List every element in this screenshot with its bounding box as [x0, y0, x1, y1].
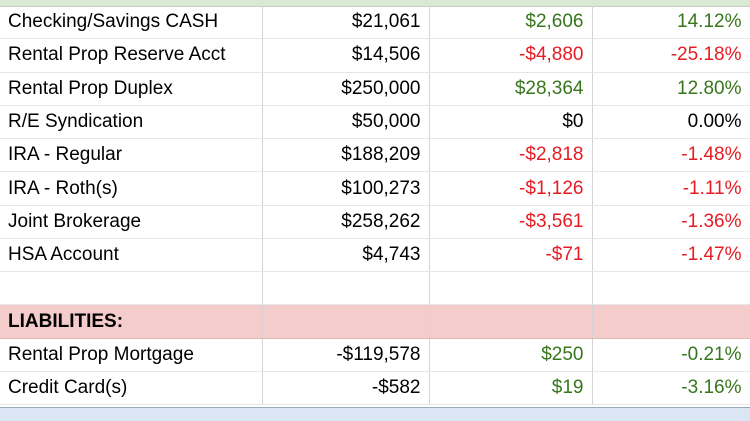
totals-row-band [0, 407, 750, 421]
liabilities-header-cell[interactable]: LIABILITIES: [0, 304, 263, 339]
percent-change-cell[interactable]: -1.47% [592, 238, 750, 273]
empty-cell[interactable] [0, 271, 263, 306]
net-worth-table: Checking/Savings CASH $21,061 $2,606 14.12%… [0, 6, 750, 406]
table-row: R/E Syndication $50,000 $0 0.00% [0, 105, 750, 140]
change-cell[interactable]: -$71 [429, 238, 593, 273]
account-name-cell[interactable]: R/E Syndication [0, 105, 263, 140]
change-cell[interactable]: $28,364 [429, 72, 593, 106]
table-row: Credit Card(s) -$582 $19 -3.16% [0, 371, 750, 406]
balance-cell[interactable]: $4,743 [262, 238, 430, 273]
empty-cell[interactable] [262, 304, 430, 339]
table-row: Checking/Savings CASH $21,061 $2,606 14.12% [0, 6, 750, 40]
balance-cell[interactable]: -$119,578 [262, 338, 430, 372]
table-row: HSA Account $4,743 -$71 -1.47% [0, 238, 750, 273]
percent-change-cell[interactable]: -3.16% [592, 371, 750, 406]
percent-change-cell[interactable]: 14.12% [592, 6, 750, 40]
balance-cell[interactable]: $258,262 [262, 205, 430, 240]
table-row: Rental Prop Duplex $250,000 $28,364 12.80% [0, 72, 750, 106]
account-name-cell[interactable]: Joint Brokerage [0, 205, 263, 240]
change-cell[interactable]: $0 [429, 105, 593, 140]
change-cell[interactable]: -$1,126 [429, 171, 593, 206]
balance-cell[interactable]: $50,000 [262, 105, 430, 140]
liabilities-header-row: LIABILITIES: [0, 304, 750, 339]
table-row: IRA - Roth(s) $100,273 -$1,126 -1.11% [0, 171, 750, 206]
blank-row [0, 271, 750, 306]
account-name-cell[interactable]: HSA Account [0, 238, 263, 273]
account-name-cell[interactable]: Credit Card(s) [0, 371, 263, 406]
spacer-section: LIABILITIES: [0, 271, 750, 339]
account-name-cell[interactable]: IRA - Regular [0, 138, 263, 173]
assets-section: Checking/Savings CASH $21,061 $2,606 14.12%… [0, 6, 750, 273]
empty-cell[interactable] [592, 304, 750, 339]
table-row: Rental Prop Mortgage -$119,578 $250 -0.21% [0, 338, 750, 372]
percent-change-cell[interactable]: -0.21% [592, 338, 750, 372]
percent-change-cell[interactable]: 0.00% [592, 105, 750, 140]
change-cell[interactable]: $250 [429, 338, 593, 372]
percent-change-cell[interactable]: -1.11% [592, 171, 750, 206]
empty-cell[interactable] [592, 271, 750, 306]
empty-cell[interactable] [262, 271, 430, 306]
percent-change-cell[interactable]: -1.48% [592, 138, 750, 173]
account-name-cell[interactable]: Rental Prop Mortgage [0, 338, 263, 372]
account-name-cell[interactable]: Checking/Savings CASH [0, 6, 263, 40]
change-cell[interactable]: -$3,561 [429, 205, 593, 240]
table-row: Rental Prop Reserve Acct $14,506 -$4,880 -2… [0, 38, 750, 73]
percent-change-cell[interactable]: -25.18% [592, 38, 750, 73]
balance-cell[interactable]: $14,506 [262, 38, 430, 73]
balance-cell[interactable]: $21,061 [262, 6, 430, 40]
account-name-cell[interactable]: IRA - Roth(s) [0, 171, 263, 206]
table-row: IRA - Regular $188,209 -$2,818 -1.48% [0, 138, 750, 173]
percent-change-cell[interactable]: -1.36% [592, 205, 750, 240]
account-name-cell[interactable]: Rental Prop Duplex [0, 72, 263, 106]
empty-cell[interactable] [429, 304, 593, 339]
account-name-cell[interactable]: Rental Prop Reserve Acct [0, 38, 263, 73]
balance-cell[interactable]: $188,209 [262, 138, 430, 173]
balance-cell[interactable]: $250,000 [262, 72, 430, 106]
empty-cell[interactable] [429, 271, 593, 306]
change-cell[interactable]: $2,606 [429, 6, 593, 40]
liabilities-section: Rental Prop Mortgage -$119,578 $250 -0.21% C… [0, 338, 750, 406]
change-cell[interactable]: -$4,880 [429, 38, 593, 73]
table-row: Joint Brokerage $258,262 -$3,561 -1.36% [0, 205, 750, 240]
change-cell[interactable]: -$2,818 [429, 138, 593, 173]
balance-cell[interactable]: -$582 [262, 371, 430, 406]
balance-cell[interactable]: $100,273 [262, 171, 430, 206]
percent-change-cell[interactable]: 12.80% [592, 72, 750, 106]
change-cell[interactable]: $19 [429, 371, 593, 406]
